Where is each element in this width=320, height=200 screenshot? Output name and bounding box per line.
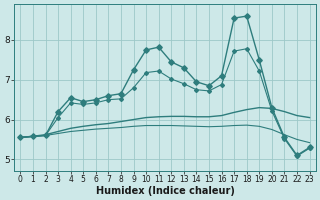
X-axis label: Humidex (Indice chaleur): Humidex (Indice chaleur)	[96, 186, 234, 196]
